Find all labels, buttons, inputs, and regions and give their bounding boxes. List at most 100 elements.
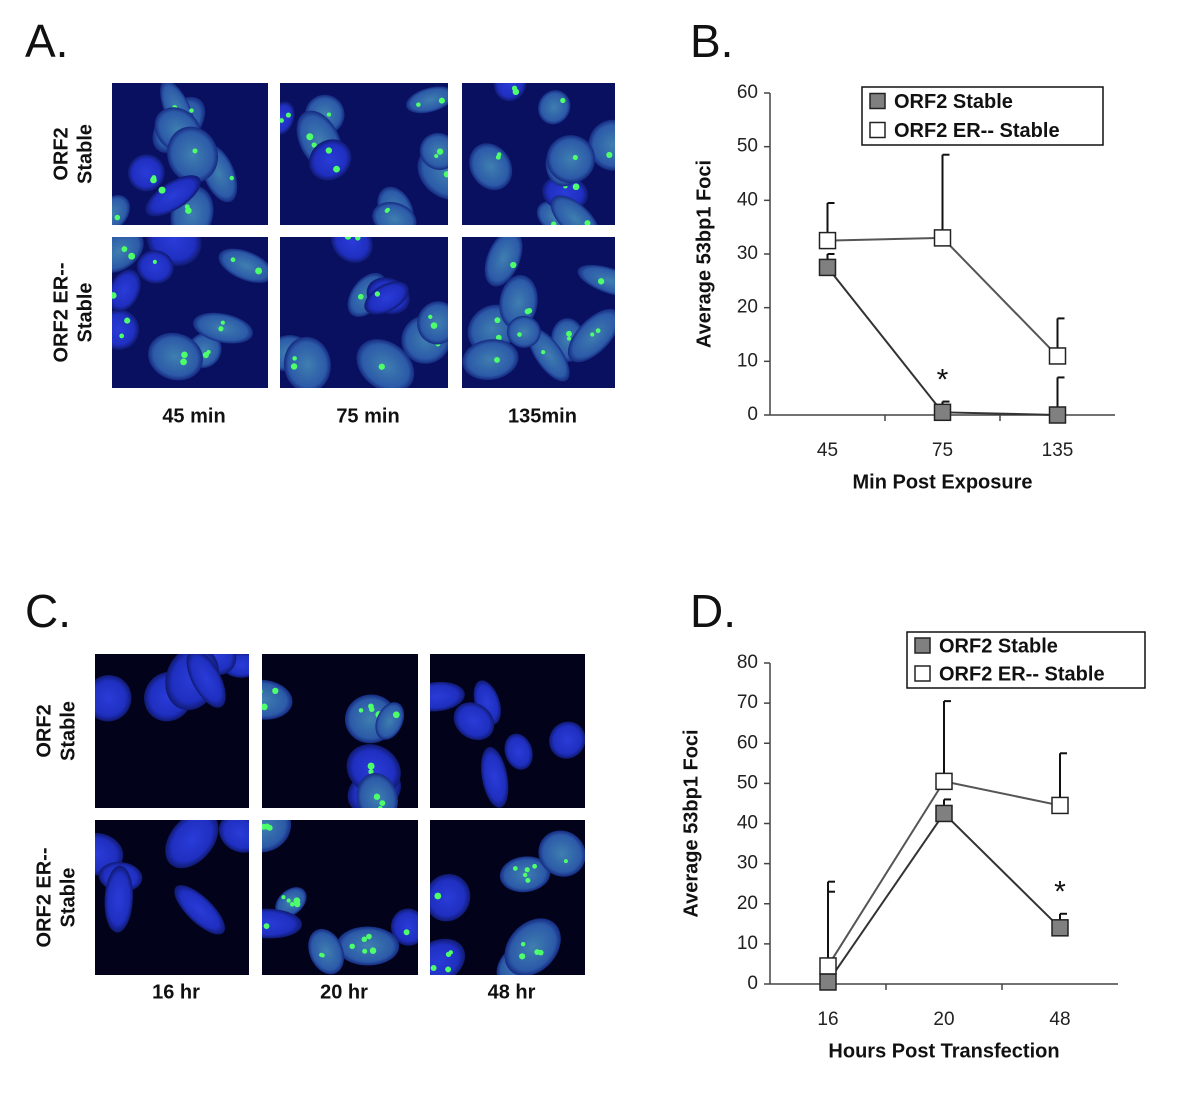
y-tick-label: 20 xyxy=(737,297,758,318)
focus xyxy=(434,153,439,159)
nucleus xyxy=(506,315,541,348)
marker xyxy=(933,229,952,247)
nucleus xyxy=(218,248,268,283)
panel-label: D. xyxy=(690,585,736,637)
nucleus xyxy=(504,918,561,975)
focus xyxy=(392,711,400,719)
focus xyxy=(158,186,166,194)
cells xyxy=(280,237,448,388)
cells xyxy=(280,86,448,225)
y-tick-label: 10 xyxy=(737,350,758,371)
y-tick-label: 60 xyxy=(737,82,758,103)
nucleus xyxy=(504,733,533,770)
cells xyxy=(95,820,249,935)
focus xyxy=(189,108,194,113)
x-tick-label: 45 xyxy=(817,440,838,461)
focus xyxy=(438,97,445,104)
focus xyxy=(595,328,601,334)
focus xyxy=(385,207,390,212)
focus xyxy=(436,148,444,155)
nucleus xyxy=(372,202,417,225)
cells xyxy=(95,654,249,722)
focus xyxy=(494,356,500,363)
focus xyxy=(281,895,286,900)
focus xyxy=(114,214,121,221)
focus xyxy=(306,133,314,141)
nucleus xyxy=(430,681,465,712)
nucleus xyxy=(462,339,519,380)
focus xyxy=(520,941,526,947)
x-tick-label: 75 xyxy=(932,440,953,461)
column-label: 20 hr xyxy=(320,981,368,1003)
focus xyxy=(403,929,410,936)
nucleus xyxy=(95,675,132,722)
focus xyxy=(532,863,538,869)
nucleus xyxy=(453,702,495,741)
focus xyxy=(255,267,263,275)
marker xyxy=(1048,347,1067,365)
legend-box xyxy=(906,631,1146,689)
nucleus xyxy=(186,654,226,708)
panel-label: C. xyxy=(25,585,71,637)
focus xyxy=(584,220,591,225)
row-label: Stable xyxy=(57,867,79,927)
y-axis-label: Average 53bp1 Foci xyxy=(693,160,715,348)
focus xyxy=(510,261,517,269)
focus xyxy=(590,332,595,337)
focus xyxy=(151,175,157,181)
focus xyxy=(621,281,627,287)
column-label: 75 min xyxy=(336,405,399,427)
focus xyxy=(369,947,377,954)
cells xyxy=(462,237,627,382)
micrograph xyxy=(95,654,249,808)
legend-label: ORF2 Stable xyxy=(894,91,1013,113)
focus xyxy=(206,349,211,355)
x-axis-label: Hours Post Transfection xyxy=(828,1040,1059,1062)
focus xyxy=(378,363,385,370)
focus xyxy=(366,933,372,940)
focus xyxy=(361,936,368,943)
annotation: * xyxy=(1054,876,1066,909)
nucleus xyxy=(469,143,513,191)
annotation: * xyxy=(937,364,949,397)
focus xyxy=(434,892,442,900)
y-tick-label: 10 xyxy=(737,933,758,954)
focus xyxy=(357,293,364,300)
y-tick-label: 60 xyxy=(737,732,758,753)
cells xyxy=(262,820,418,975)
nucleus xyxy=(528,328,570,382)
micrograph xyxy=(112,83,268,225)
focus xyxy=(525,877,531,883)
nucleus xyxy=(308,928,345,975)
focus xyxy=(524,867,530,873)
marker xyxy=(935,772,953,791)
row-label: ORF2 xyxy=(33,704,55,757)
nucleus xyxy=(262,908,302,939)
cells xyxy=(262,679,405,808)
micrograph xyxy=(430,820,585,975)
cells xyxy=(112,83,238,225)
micrograph xyxy=(462,237,627,388)
x-tick-label: 135 xyxy=(1042,440,1074,461)
focus xyxy=(152,259,157,264)
nucleus xyxy=(112,237,144,273)
marker xyxy=(935,804,953,823)
cells xyxy=(430,680,585,808)
panel-label: B. xyxy=(690,15,733,67)
nucleus xyxy=(417,301,448,345)
focus xyxy=(358,708,364,713)
focus xyxy=(280,118,284,123)
legend-marker xyxy=(869,121,886,139)
focus xyxy=(349,943,355,950)
nucleus xyxy=(484,237,523,287)
focus xyxy=(448,950,454,955)
x-axis-label: Min Post Exposure xyxy=(852,471,1032,493)
focus xyxy=(119,333,125,339)
nucleus xyxy=(481,747,509,808)
focus xyxy=(177,230,181,234)
nucleus xyxy=(104,865,133,933)
focus xyxy=(174,225,180,231)
focus xyxy=(272,687,279,694)
y-tick-label: 70 xyxy=(737,692,758,713)
